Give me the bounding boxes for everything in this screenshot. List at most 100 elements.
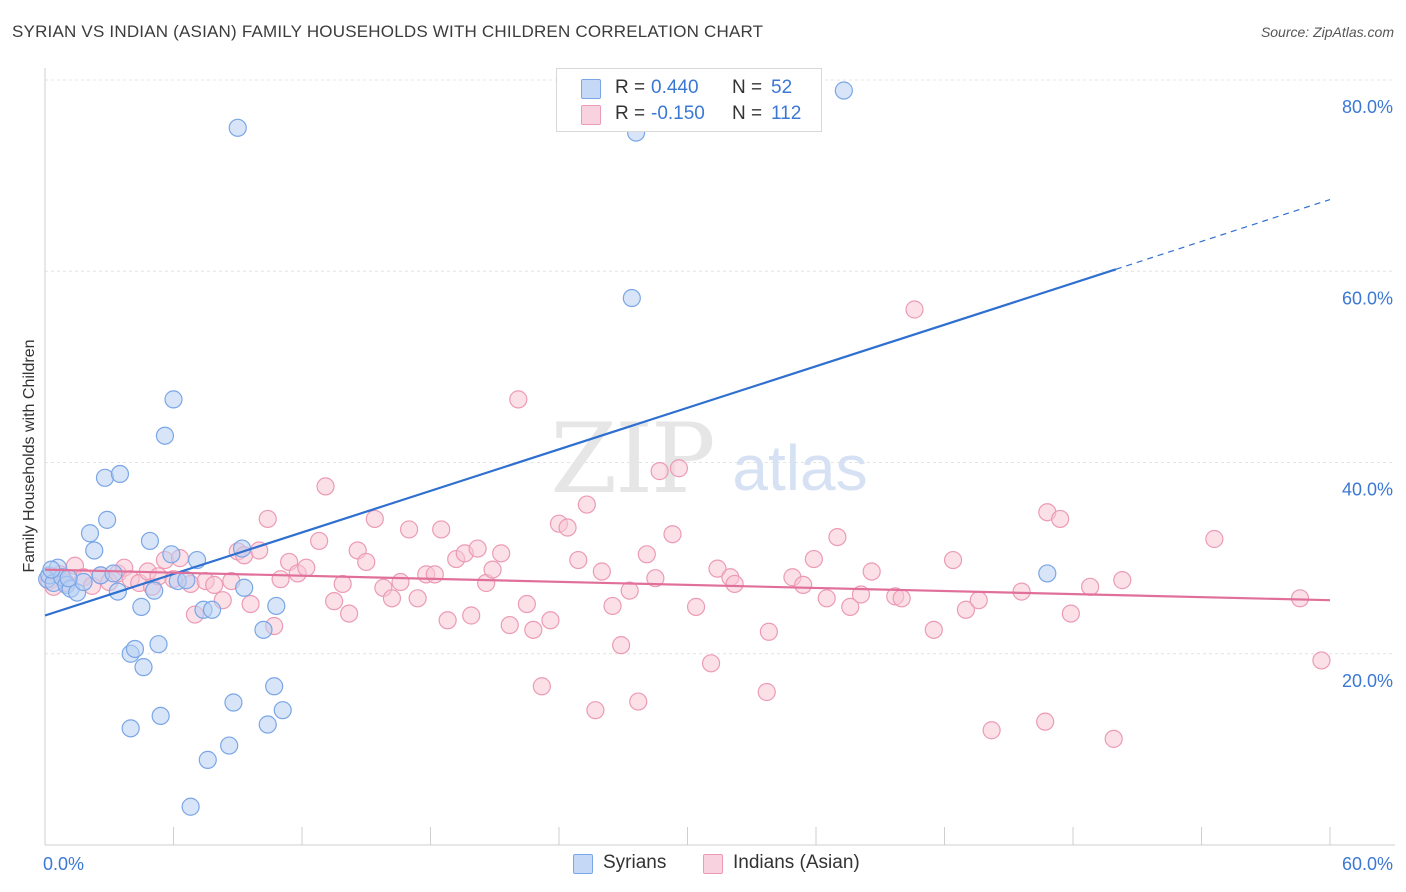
indian-point (333, 574, 352, 594)
indian-point (1312, 651, 1331, 670)
syrian-point (155, 426, 175, 445)
y-axis-label: Family Households with Children (21, 339, 38, 573)
indian-point (982, 721, 1001, 740)
indian-point (468, 539, 487, 558)
indian-point (1012, 582, 1031, 601)
indian-point (686, 597, 706, 616)
watermark-zip: ZIP (550, 403, 713, 515)
indian-point (646, 569, 665, 588)
syrian-point (181, 797, 200, 816)
indian-point (759, 622, 778, 641)
syrian-point (273, 701, 292, 720)
indian-point (603, 596, 622, 616)
syrian-point (164, 390, 183, 409)
indian-point (1061, 604, 1080, 623)
watermark-atlas: atlas (732, 432, 867, 504)
indians-n-value: 112 (771, 103, 802, 124)
x-tick-label: 0.0% (43, 854, 84, 874)
syrians-n-value: 52 (771, 77, 793, 98)
indian-point (524, 620, 543, 639)
chart-source: Source: ZipAtlas.com (1260, 24, 1394, 40)
indian-point (297, 558, 316, 577)
syrians-swatch (581, 79, 601, 99)
indians-r-value: -0.150 (651, 103, 705, 124)
indian-point (425, 565, 444, 584)
syrians-trend-extension (1115, 198, 1331, 270)
syrian-point (132, 597, 151, 616)
indian-point (532, 677, 551, 696)
indian-point (841, 597, 860, 616)
syrian-point (74, 572, 93, 592)
indian-point (1205, 529, 1224, 549)
indian-point (365, 509, 384, 529)
indian-point (1104, 729, 1123, 748)
syrian-point (121, 719, 140, 738)
correlation-legend: R = 0.440 N = 52 R = -0.150 N = 112 (556, 68, 822, 132)
indian-point (924, 620, 943, 639)
syrian-point (834, 81, 853, 100)
indian-point (620, 581, 639, 600)
indians-trend-line (44, 568, 1331, 602)
syrian-point (224, 693, 243, 712)
syrians-trend-line (44, 268, 1117, 617)
indian-point (1051, 509, 1070, 529)
data-points (38, 81, 1331, 816)
indian-point (325, 592, 344, 611)
n-label: N = (732, 103, 763, 124)
y-tick-label: 80.0% (1342, 97, 1393, 117)
indian-point (637, 545, 656, 564)
syrian-point (98, 510, 117, 529)
indian-point (943, 550, 963, 570)
indian-point (1113, 571, 1132, 590)
y-tick-label: 60.0% (1342, 288, 1393, 308)
indian-point (956, 600, 976, 619)
syrian-point (59, 569, 78, 588)
watermark: ZIP atlas (550, 403, 867, 515)
indian-point (438, 611, 457, 630)
n-label: N = (732, 77, 763, 98)
indian-point (205, 575, 224, 595)
indian-point (708, 559, 727, 578)
indian-point (241, 594, 260, 614)
syrian-point (134, 658, 153, 677)
indians-swatch (581, 105, 601, 125)
indian-point (828, 527, 847, 547)
indian-point (399, 520, 419, 539)
indian-point (725, 574, 744, 594)
syrian-point (85, 541, 104, 560)
indian-point (382, 589, 402, 608)
syrian-point (202, 600, 222, 619)
indian-point (905, 300, 924, 319)
syrian-point (125, 639, 145, 659)
syrian-point (151, 706, 170, 726)
indian-point (862, 562, 881, 581)
indian-point (701, 654, 721, 673)
indian-point (432, 520, 451, 539)
syrian-point (265, 677, 284, 696)
indian-point (757, 682, 776, 702)
syrian-point (162, 545, 181, 564)
indians-legend-label: Indians (Asian) (733, 852, 860, 873)
indian-point (483, 560, 502, 579)
indian-point (569, 550, 588, 570)
syrian-point (149, 635, 168, 654)
syrian-point (80, 524, 100, 543)
indian-point (541, 611, 560, 630)
indian-point (509, 390, 528, 409)
gridlines (45, 79, 1395, 655)
indian-point (586, 701, 605, 720)
syrian-point (235, 578, 254, 597)
y-tick-label: 40.0% (1342, 480, 1393, 500)
indians-legend-swatch (703, 854, 723, 874)
indian-point (794, 575, 813, 595)
chart-title: SYRIAN VS INDIAN (ASIAN) FAMILY HOUSEHOL… (12, 22, 764, 41)
indian-point (558, 518, 577, 537)
syrian-point (228, 118, 247, 137)
trend-lines (44, 198, 1331, 617)
indian-point (969, 591, 988, 610)
indian-point (669, 459, 689, 478)
syrian-point (258, 715, 277, 734)
axes (44, 68, 1395, 846)
syrian-point (220, 736, 239, 755)
indian-point (892, 589, 911, 608)
